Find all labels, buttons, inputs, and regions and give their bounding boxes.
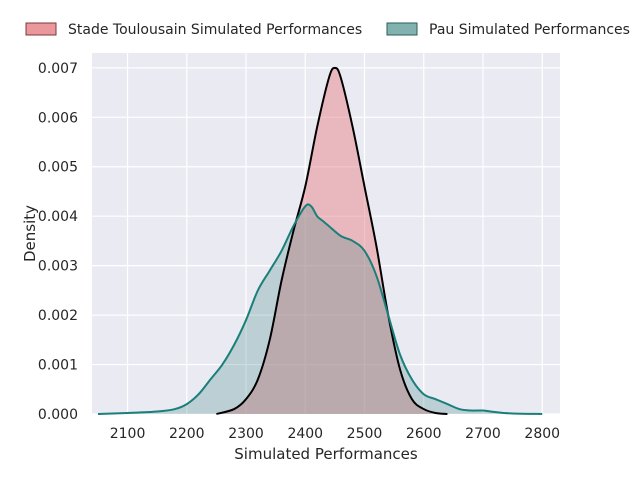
x-tick-label: 2100 — [110, 426, 146, 442]
x-tick-label: 2800 — [524, 426, 560, 442]
area-pau — [97, 204, 543, 414]
x-axis-label: Simulated Performances — [234, 445, 418, 463]
y-tick-label: 0.000 — [38, 407, 78, 423]
legend-swatch-toulouse — [25, 22, 57, 36]
line-pau — [97, 203, 543, 415]
y-tick-label: 0.007 — [38, 61, 78, 77]
y-tick-label: 0.003 — [38, 259, 78, 275]
x-tick-label: 2400 — [287, 426, 323, 442]
series-layer — [97, 66, 543, 415]
x-tick-label: 2300 — [228, 426, 264, 442]
legend-swatch-pau — [386, 22, 418, 36]
y-tick-label: 0.005 — [38, 160, 78, 176]
y-tick-label: 0.002 — [38, 308, 78, 324]
x-tick-label: 2200 — [169, 426, 205, 442]
y-axis-ticks: 0.000 0.001 0.002 0.003 0.004 0.005 0.006 0.007 — [38, 61, 78, 423]
line-toulouse — [216, 66, 448, 415]
y-tick-label: 0.004 — [38, 209, 78, 225]
y-tick-label: 0.001 — [38, 358, 78, 374]
y-axis-label: Density — [21, 205, 39, 262]
x-axis-ticks: 2100 2200 2300 2400 2500 2600 2700 2800 — [110, 426, 560, 442]
x-tick-label: 2700 — [465, 426, 501, 442]
y-tick-label: 0.006 — [38, 110, 78, 126]
legend: Stade Toulousain Simulated Performances P… — [25, 22, 630, 38]
x-tick-label: 2600 — [406, 426, 442, 442]
legend-label-toulouse: Stade Toulousain Simulated Performances — [68, 22, 362, 38]
legend-label-pau: Pau Simulated Performances — [429, 22, 630, 38]
x-tick-label: 2500 — [347, 426, 383, 442]
